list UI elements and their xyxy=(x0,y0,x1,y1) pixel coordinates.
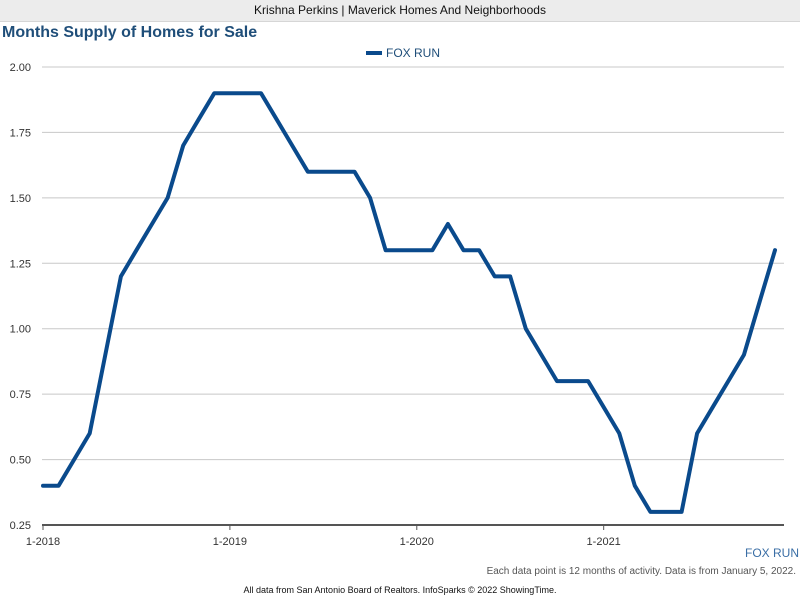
data-point xyxy=(539,353,543,357)
y-tick-label: 1.75 xyxy=(10,127,31,139)
data-point xyxy=(384,248,388,252)
x-tick-label: 1-2018 xyxy=(26,536,60,548)
data-point xyxy=(290,143,294,148)
data-point xyxy=(477,248,481,252)
data-point xyxy=(508,274,512,278)
data-point xyxy=(648,510,653,514)
data-point xyxy=(742,353,746,357)
data-point xyxy=(275,117,279,121)
data-point xyxy=(695,431,699,435)
data-point xyxy=(368,196,372,200)
chart-title: Months Supply of Homes for Sale xyxy=(2,24,258,41)
data-point xyxy=(321,170,325,174)
data-point xyxy=(461,248,466,252)
series-label: FOX RUN xyxy=(745,546,799,560)
x-tick-label: 1-2020 xyxy=(400,536,434,548)
data-point xyxy=(586,379,590,383)
data-point xyxy=(570,379,575,383)
data-point xyxy=(757,300,762,305)
data-point xyxy=(633,484,637,488)
data-point xyxy=(134,248,139,252)
legend-label: FOX RUN xyxy=(386,46,440,60)
grid-lines xyxy=(42,66,784,461)
data-point xyxy=(150,222,154,226)
y-tick-label: 0.25 xyxy=(10,520,31,532)
series-line-fox-run xyxy=(41,91,777,514)
series-fox-run xyxy=(41,91,777,514)
data-point xyxy=(72,457,76,462)
data-point xyxy=(181,143,185,148)
footer-credit: All data from San Antonio Board of Realt… xyxy=(243,585,557,595)
x-tick-label: 1-2021 xyxy=(587,536,621,548)
y-tick-label: 0.75 xyxy=(10,389,31,401)
data-point xyxy=(446,222,450,226)
data-point xyxy=(228,91,232,95)
data-point xyxy=(664,510,668,514)
data-point xyxy=(243,91,248,95)
data-point xyxy=(493,274,497,278)
data-point xyxy=(415,248,419,252)
data-point xyxy=(726,379,730,383)
data-point xyxy=(212,91,216,95)
data-note: Each data point is 12 months of activity… xyxy=(486,566,796,577)
data-point xyxy=(119,274,123,278)
data-point xyxy=(352,170,357,174)
data-point xyxy=(524,327,528,331)
agent-header-text: Krishna Perkins | Maverick Homes And Nei… xyxy=(254,3,546,17)
y-axis-ticks: 2.00 1.75 1.50 1.25 1.00 0.75 0.50 0.25 xyxy=(10,62,31,532)
x-tick-label: 1-2019 xyxy=(213,536,247,548)
x-axis: 1-2018 1-2019 1-2020 1-2021 xyxy=(26,524,784,548)
data-point xyxy=(306,170,310,174)
data-point xyxy=(617,431,621,435)
data-point xyxy=(197,117,201,121)
chart-legend[interactable]: FOX RUN xyxy=(366,46,440,60)
y-tick-label: 1.00 xyxy=(10,324,31,336)
data-point xyxy=(337,170,341,174)
data-point xyxy=(259,91,263,95)
data-point xyxy=(165,196,170,200)
data-point xyxy=(773,248,777,252)
data-point xyxy=(602,405,606,409)
data-point xyxy=(430,248,434,252)
data-point xyxy=(103,353,107,357)
data-point xyxy=(679,510,684,514)
data-point xyxy=(399,248,403,252)
data-point xyxy=(56,484,61,488)
y-tick-label: 2.00 xyxy=(10,62,31,74)
agent-header-bar: Krishna Perkins | Maverick Homes And Nei… xyxy=(0,0,800,22)
data-point xyxy=(88,431,92,435)
y-tick-label: 1.25 xyxy=(10,258,31,270)
data-point xyxy=(555,379,559,383)
legend-swatch xyxy=(366,51,382,55)
data-point xyxy=(41,484,45,488)
y-tick-label: 1.50 xyxy=(10,193,31,205)
y-tick-label: 0.50 xyxy=(10,455,31,467)
data-point xyxy=(711,405,715,409)
